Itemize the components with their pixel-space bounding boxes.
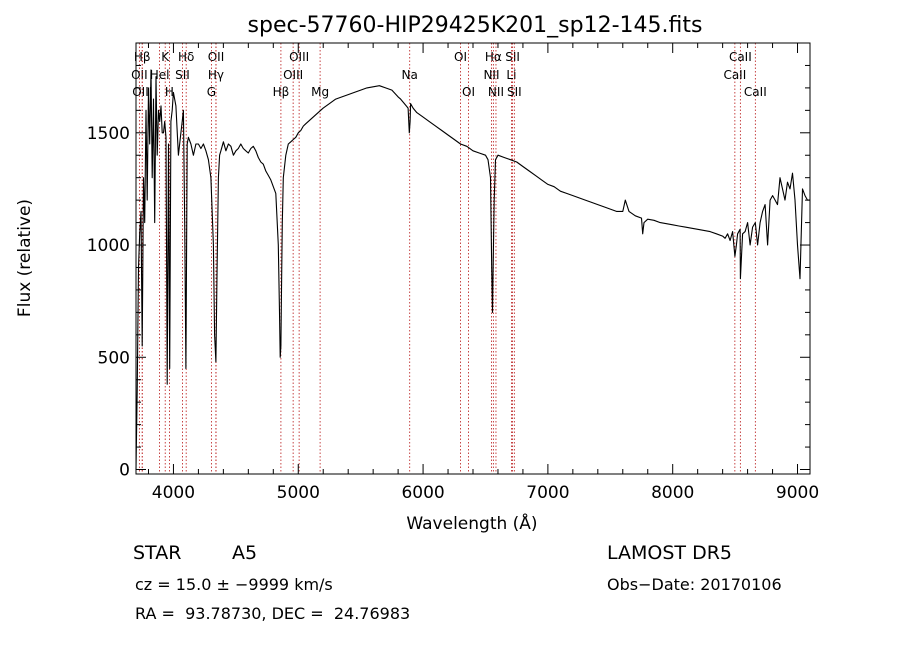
axes-layer: 4000 5000 6000 7000 8000 9000 0 500 1000 1500 xyxy=(87,42,819,503)
spectral-line-label-14: Na xyxy=(402,68,418,82)
x-tick-label-2: 6000 xyxy=(401,483,444,503)
spectral-line-label-6: Hα xyxy=(485,50,502,64)
spectral-line-label-7: SII xyxy=(505,50,520,64)
spectral-line-label-25: SII xyxy=(507,85,522,99)
object-subclass: A5 xyxy=(232,542,258,564)
x-axis-label: Wavelength (Å) xyxy=(406,512,537,534)
survey-name: LAMOST DR5 xyxy=(607,542,732,564)
spectral-line-label-26: CaII xyxy=(744,85,767,99)
y-tick-label-1: 500 xyxy=(98,348,130,368)
spectral-line-label-9: OII xyxy=(131,68,148,82)
spectral-line-label-12: Hγ xyxy=(208,68,224,82)
spectral-line-label-11: SII xyxy=(175,68,190,82)
spectral-line-label-4: OIII xyxy=(289,50,309,64)
x-tick-label-3: 7000 xyxy=(526,483,569,503)
spectral-line-label-19: H xyxy=(165,85,174,99)
x-tick-label-4: 8000 xyxy=(651,483,694,503)
spectral-line-label-1: K xyxy=(161,50,170,64)
spectral-line-label-8: CaII xyxy=(729,50,752,64)
redshift-velocity: cz = 15.0 ± −9999 km/s xyxy=(135,575,333,594)
y-tick-label-0: 0 xyxy=(119,461,130,481)
spectral-line-label-23: OI xyxy=(462,85,475,99)
y-axis-label: Flux (relative) xyxy=(15,199,35,317)
spectral-line-label-5: OI xyxy=(454,50,467,64)
x-tick-label-1: 5000 xyxy=(277,483,320,503)
ra-dec: RA = 93.78730, DEC = 24.76983 xyxy=(135,604,411,623)
plot-frame xyxy=(135,42,811,475)
observation-date: Obs−Date: 20170106 xyxy=(607,575,782,594)
spectral-line-label-24: NII xyxy=(488,85,504,99)
object-class: STAR xyxy=(133,542,182,564)
spectral-line-label-18: OIII xyxy=(132,85,152,99)
x-tick-label-0: 4000 xyxy=(152,483,195,503)
spectral-line-label-17: CaII xyxy=(723,68,746,82)
y-tick-label-3: 1500 xyxy=(87,124,130,144)
series-layer xyxy=(135,69,810,470)
y-tick-label-2: 1000 xyxy=(87,236,130,256)
spectral-line-label-2: Hδ xyxy=(178,50,194,64)
spectral-line-label-15: NII xyxy=(483,68,499,82)
spectral-line-label-21: Hβ xyxy=(273,85,290,99)
spectral-line-label-22: Mg xyxy=(311,85,329,99)
spectrum-series-line-0 xyxy=(135,69,810,470)
x-tick-label-5: 9000 xyxy=(776,483,819,503)
spectral-line-label-16: Li xyxy=(506,68,516,82)
spectral-line-label-10: Hel xyxy=(150,68,170,82)
spectral-line-label-20: G xyxy=(207,85,216,99)
chart-title: spec-57760-HIP29425K201_sp12-145.fits xyxy=(248,13,703,38)
spectral-line-label-13: OIII xyxy=(283,68,303,82)
